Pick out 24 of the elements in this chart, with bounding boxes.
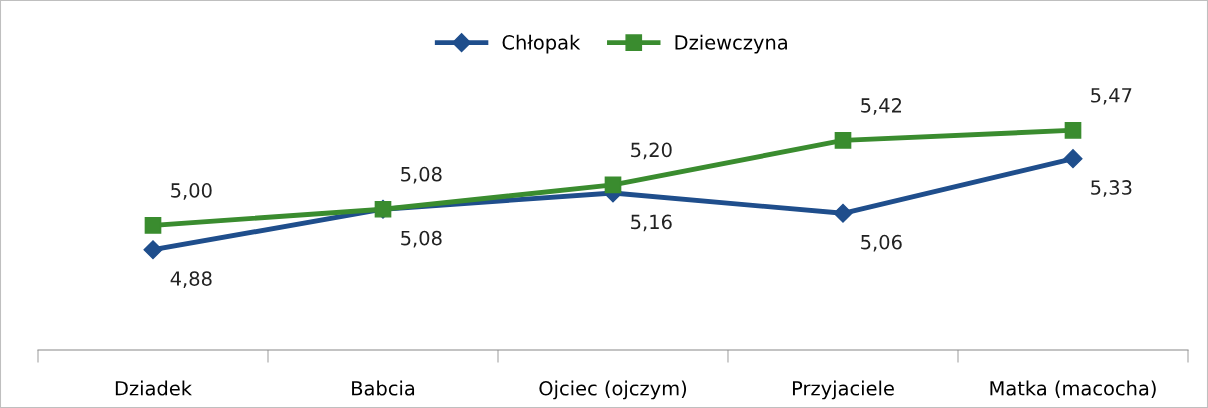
data-label: 5,33 xyxy=(1091,180,1132,197)
x-tick-label: Babcia xyxy=(352,380,415,396)
data-label: 5,42 xyxy=(861,98,902,115)
data-label: 5,16 xyxy=(631,214,672,232)
x-tick-label: Matka (macocha) xyxy=(990,380,1156,398)
point xyxy=(143,240,163,260)
data-label: 5,06 xyxy=(861,234,902,252)
point xyxy=(834,132,852,149)
data-label: 5,00 xyxy=(171,183,212,200)
point xyxy=(1063,149,1083,169)
legend-label: Dziewczyna xyxy=(675,34,787,54)
x-tick-label: Dziadek xyxy=(115,380,192,396)
data-label: 5,08 xyxy=(401,166,442,184)
x-tick-label: Ojciec (ojczym) xyxy=(539,380,687,400)
data-label: 5,20 xyxy=(631,142,672,160)
data-label: 5,47 xyxy=(1091,88,1132,105)
x-tick-label: Przyjaciele xyxy=(792,380,894,400)
point xyxy=(1064,121,1082,139)
point xyxy=(144,217,162,234)
legend-label: Chłopak xyxy=(502,34,581,54)
data-label: 5,08 xyxy=(401,230,442,248)
point xyxy=(604,176,622,194)
data-label: 4,88 xyxy=(170,271,212,288)
point xyxy=(833,203,853,223)
